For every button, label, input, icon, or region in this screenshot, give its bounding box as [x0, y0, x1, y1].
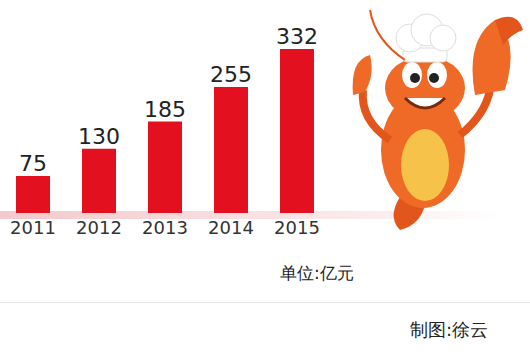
- svg-text:75: 75: [19, 151, 47, 176]
- svg-text:2011: 2011: [10, 217, 56, 238]
- svg-text:185: 185: [144, 97, 186, 122]
- svg-text:255: 255: [210, 62, 252, 87]
- svg-text:130: 130: [78, 124, 120, 149]
- svg-text:2013: 2013: [142, 217, 188, 238]
- svg-text:332: 332: [276, 24, 318, 49]
- html-text:单位:亿元: 单位:亿元: [280, 263, 354, 283]
- svg-text:2015: 2015: [274, 217, 320, 238]
- svg-text:2014: 2014: [208, 217, 254, 238]
- html-text:制图:徐云: 制图:徐云: [410, 319, 489, 340]
- svg-text:2012: 2012: [76, 217, 122, 238]
